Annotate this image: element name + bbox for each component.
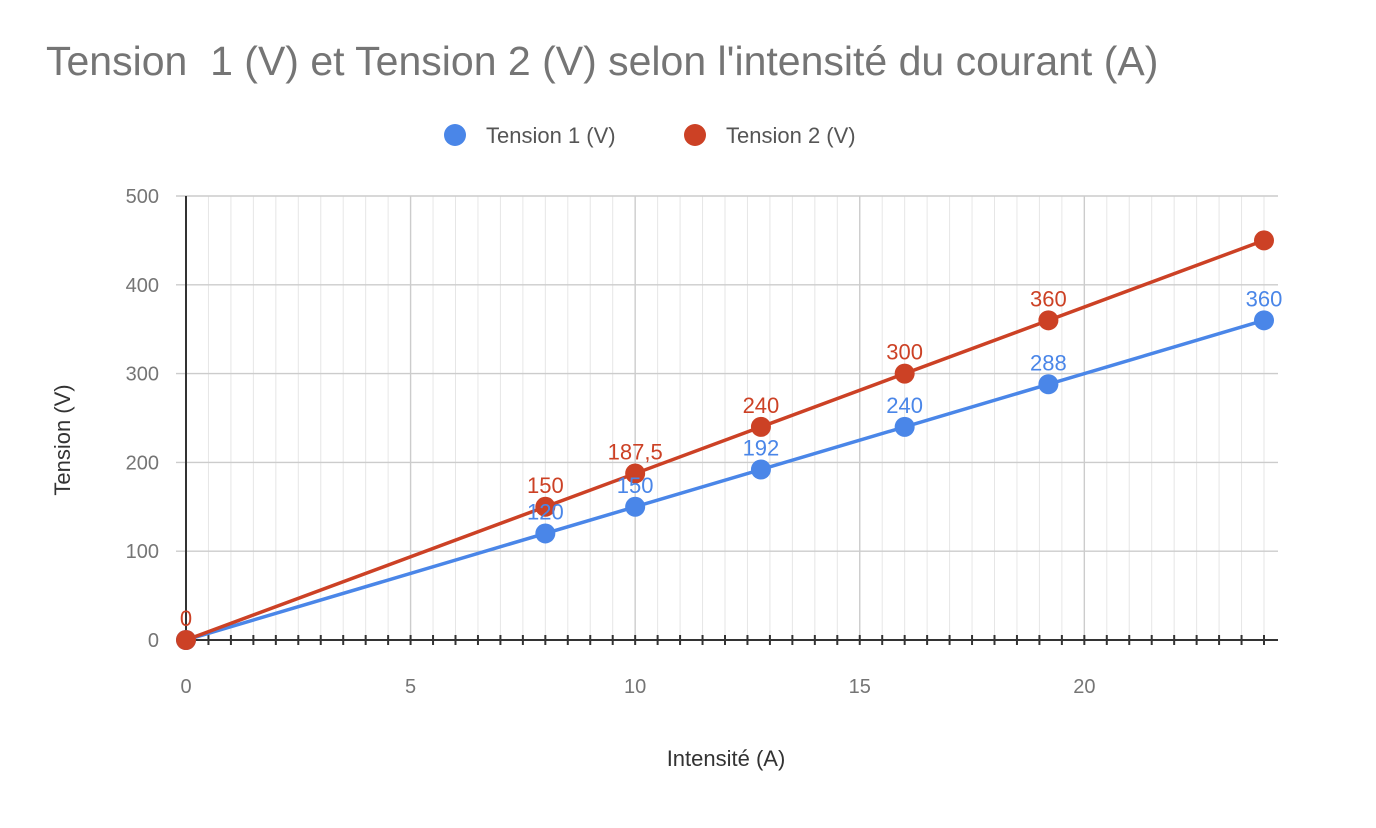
y-tick-label: 400 [126,275,159,297]
data-point-series-2[interactable] [750,416,771,437]
data-point-series-2[interactable] [894,363,915,384]
data-label-series-1: 360 [1246,286,1283,311]
data-label-series-2: 360 [1030,286,1067,311]
data-label-series-1: 150 [617,473,654,498]
data-point-series-2[interactable] [1038,310,1059,331]
data-point-series-1[interactable] [750,459,771,480]
x-tick-label: 15 [849,676,871,698]
data-point-series-1[interactable] [1038,374,1059,395]
legend-item-series-1[interactable]: Tension 1 (V) [444,123,616,148]
x-tick-label: 20 [1073,676,1095,698]
grid-lines [176,195,1278,640]
x-axis-title: Intensité (A) [667,746,786,771]
x-tick-label: 0 [180,676,191,698]
data-label-series-2: 0 [180,606,192,631]
y-tick-label: 100 [126,541,159,563]
data-label-series-1: 120 [527,499,564,524]
trendline-series-2 [184,238,1266,642]
trendline-series-1 [184,318,1266,642]
data-point-series-2[interactable] [535,496,556,517]
legend-item-series-2[interactable]: Tension 2 (V) [684,123,856,148]
data-point-series-2[interactable] [1254,230,1274,251]
data-point-series-1[interactable] [625,496,646,517]
chart-title: Tension 1 (V) et Tension 2 (V) selon l'i… [46,38,1159,84]
legend-marker-series-2 [684,124,706,146]
legend-label-series-1: Tension 1 (V) [486,123,616,148]
y-tick-label: 300 [126,364,159,386]
data-label-series-1: 240 [886,393,923,418]
legend-label-series-2: Tension 2 (V) [726,123,856,148]
data-label-series-1: 192 [743,436,780,461]
legend: Tension 1 (V) Tension 2 (V) [444,123,856,148]
data-label-series-1: 288 [1030,350,1067,375]
data-label-series-2: 150 [527,473,564,498]
data-label-series-2: 300 [886,340,923,365]
x-tick-label: 10 [624,676,646,698]
y-axis-title: Tension (V) [50,384,75,495]
legend-marker-series-1 [444,124,466,146]
trendlines [184,238,1266,642]
data-point-series-2[interactable] [176,630,196,650]
data-label-series-2: 240 [743,393,780,418]
data-label-series-2: 187,5 [608,440,663,465]
data-points [176,230,1274,650]
data-point-series-2[interactable] [625,463,646,484]
x-tick-label: 5 [405,676,416,698]
data-point-series-1[interactable] [1254,310,1274,331]
y-tick-label: 200 [126,452,159,474]
data-point-series-1[interactable] [894,416,915,437]
y-tick-label: 500 [126,186,159,208]
data-point-series-1[interactable] [535,523,556,544]
y-tick-label: 0 [148,630,159,652]
